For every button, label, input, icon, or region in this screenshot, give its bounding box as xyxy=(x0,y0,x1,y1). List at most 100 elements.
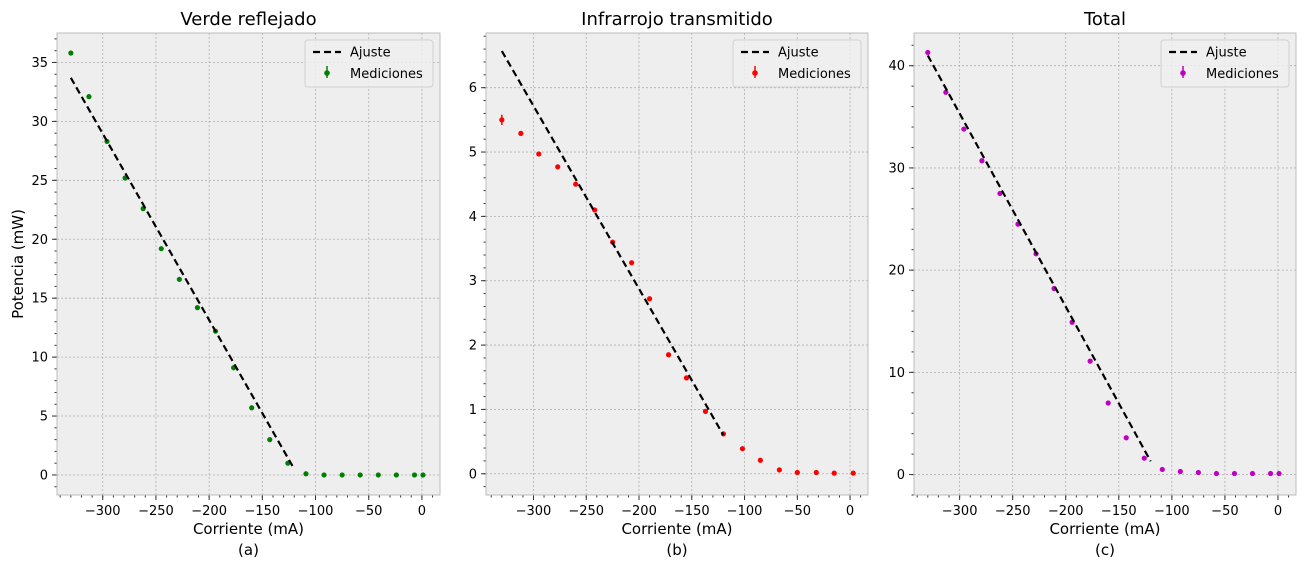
y-tick-label: 4 xyxy=(469,210,477,225)
data-point xyxy=(831,470,837,476)
data-point xyxy=(1231,470,1238,477)
data-point xyxy=(1276,470,1282,477)
legend-label-measurements: Mediciones xyxy=(778,67,851,82)
data-point xyxy=(739,446,746,452)
panel-label: (a) xyxy=(238,541,259,559)
x-tick-label: −250 xyxy=(995,504,1031,519)
data-point xyxy=(776,467,782,473)
data-point xyxy=(925,49,931,56)
chart-title: Verde reflejado xyxy=(180,9,316,30)
y-tick-label: 10 xyxy=(888,366,905,381)
data-point xyxy=(665,352,672,358)
plot-frame xyxy=(56,32,441,496)
chart-title: Total xyxy=(1083,9,1126,30)
legend-label-measurements: Mediciones xyxy=(1206,67,1279,82)
data-point xyxy=(1159,466,1165,473)
data-point xyxy=(850,470,856,476)
data-point xyxy=(702,408,709,414)
x-tick-label: −200 xyxy=(621,504,657,519)
y-axis-label: Potencia (mW) xyxy=(9,209,27,319)
data-point xyxy=(86,94,92,100)
data-point xyxy=(1195,469,1201,476)
plot-frame xyxy=(485,32,869,496)
y-tick-label: 10 xyxy=(31,351,48,366)
data-point xyxy=(158,246,164,252)
x-tick-label: 0 xyxy=(418,504,426,519)
data-point xyxy=(1249,470,1256,477)
data-point xyxy=(411,472,418,478)
y-tick-label: 20 xyxy=(888,264,905,279)
x-tick-label: −200 xyxy=(1048,504,1084,519)
data-point xyxy=(943,89,949,95)
plot-area xyxy=(913,32,1297,496)
plot-area xyxy=(485,32,869,496)
data-point xyxy=(499,117,505,123)
x-tick-label: −300 xyxy=(516,504,552,519)
panel-label: (c) xyxy=(1095,541,1115,559)
legend: Ajuste Mediciones xyxy=(304,39,434,88)
x-tick-label: −100 xyxy=(298,504,334,519)
legend-marker-swatch xyxy=(1180,70,1186,76)
data-point xyxy=(997,190,1003,197)
y-tick-label: 2 xyxy=(469,339,477,354)
data-point xyxy=(176,276,182,282)
data-point xyxy=(1105,400,1111,406)
data-point xyxy=(1213,470,1220,477)
data-point xyxy=(194,305,201,311)
chart-panel-3: −300 −250 −200 −150 −100 −50 0 0 10 20 30 40 Total Co… xyxy=(888,9,1297,559)
data-point xyxy=(420,472,426,478)
x-tick-label: −200 xyxy=(191,504,227,519)
y-tick-label: 6 xyxy=(469,81,477,96)
x-tick-label: −300 xyxy=(942,504,978,519)
data-point xyxy=(249,405,255,411)
y-tick-label: 30 xyxy=(31,115,48,130)
data-point xyxy=(1177,468,1183,475)
x-tick-label: −250 xyxy=(568,504,604,519)
x-tick-label: −150 xyxy=(674,504,710,519)
legend-label-fit: Ajuste xyxy=(1206,46,1247,61)
x-tick-label: −250 xyxy=(138,504,174,519)
data-point xyxy=(357,472,363,478)
x-tick-label: −50 xyxy=(1211,504,1238,519)
y-tick-label: 25 xyxy=(31,174,48,189)
legend-marker-swatch xyxy=(324,70,330,76)
legend-marker-swatch xyxy=(752,70,758,76)
y-tick-label: 20 xyxy=(31,233,48,248)
x-tick-label: 0 xyxy=(846,504,854,519)
legend-label-measurements: Mediciones xyxy=(350,67,423,82)
x-tick-label: −100 xyxy=(727,504,763,519)
y-tick-label: 5 xyxy=(40,410,48,425)
y-tick-label: 1 xyxy=(469,403,477,418)
plot-area xyxy=(56,32,441,496)
panel-label: (b) xyxy=(666,541,687,559)
x-tick-label: 0 xyxy=(1274,504,1282,519)
x-axis-label: Corriente (mA) xyxy=(1049,520,1160,538)
x-tick-label: −150 xyxy=(1101,504,1137,519)
legend-label-fit: Ajuste xyxy=(350,46,391,61)
data-point xyxy=(303,471,309,477)
data-point xyxy=(555,164,561,170)
y-tick-label: 15 xyxy=(31,292,48,307)
y-tick-label: 3 xyxy=(469,274,477,289)
data-point xyxy=(573,181,579,187)
data-point xyxy=(1141,455,1147,461)
fit-line xyxy=(926,54,1152,462)
y-tick-label: 0 xyxy=(469,467,477,482)
data-point xyxy=(375,472,381,478)
legend: Ajuste Mediciones xyxy=(1160,39,1290,88)
x-tick-label: −100 xyxy=(1154,504,1190,519)
chart-panel-1: −300 −250 −200 −150 −100 −50 0 0 5 10 15 20 25 30 35 Ve… xyxy=(9,9,441,559)
data-point xyxy=(68,50,74,56)
data-point xyxy=(339,472,345,478)
data-point xyxy=(757,457,763,463)
data-point xyxy=(393,472,399,478)
data-point xyxy=(1087,358,1093,364)
data-point xyxy=(979,158,985,164)
data-point xyxy=(321,472,327,478)
fit-line xyxy=(69,77,296,470)
x-tick-label: −50 xyxy=(784,504,811,519)
plot-frame xyxy=(913,32,1297,496)
data-point xyxy=(794,469,800,476)
data-point xyxy=(813,469,819,476)
x-axis-label: Corriente (mA) xyxy=(621,520,732,538)
